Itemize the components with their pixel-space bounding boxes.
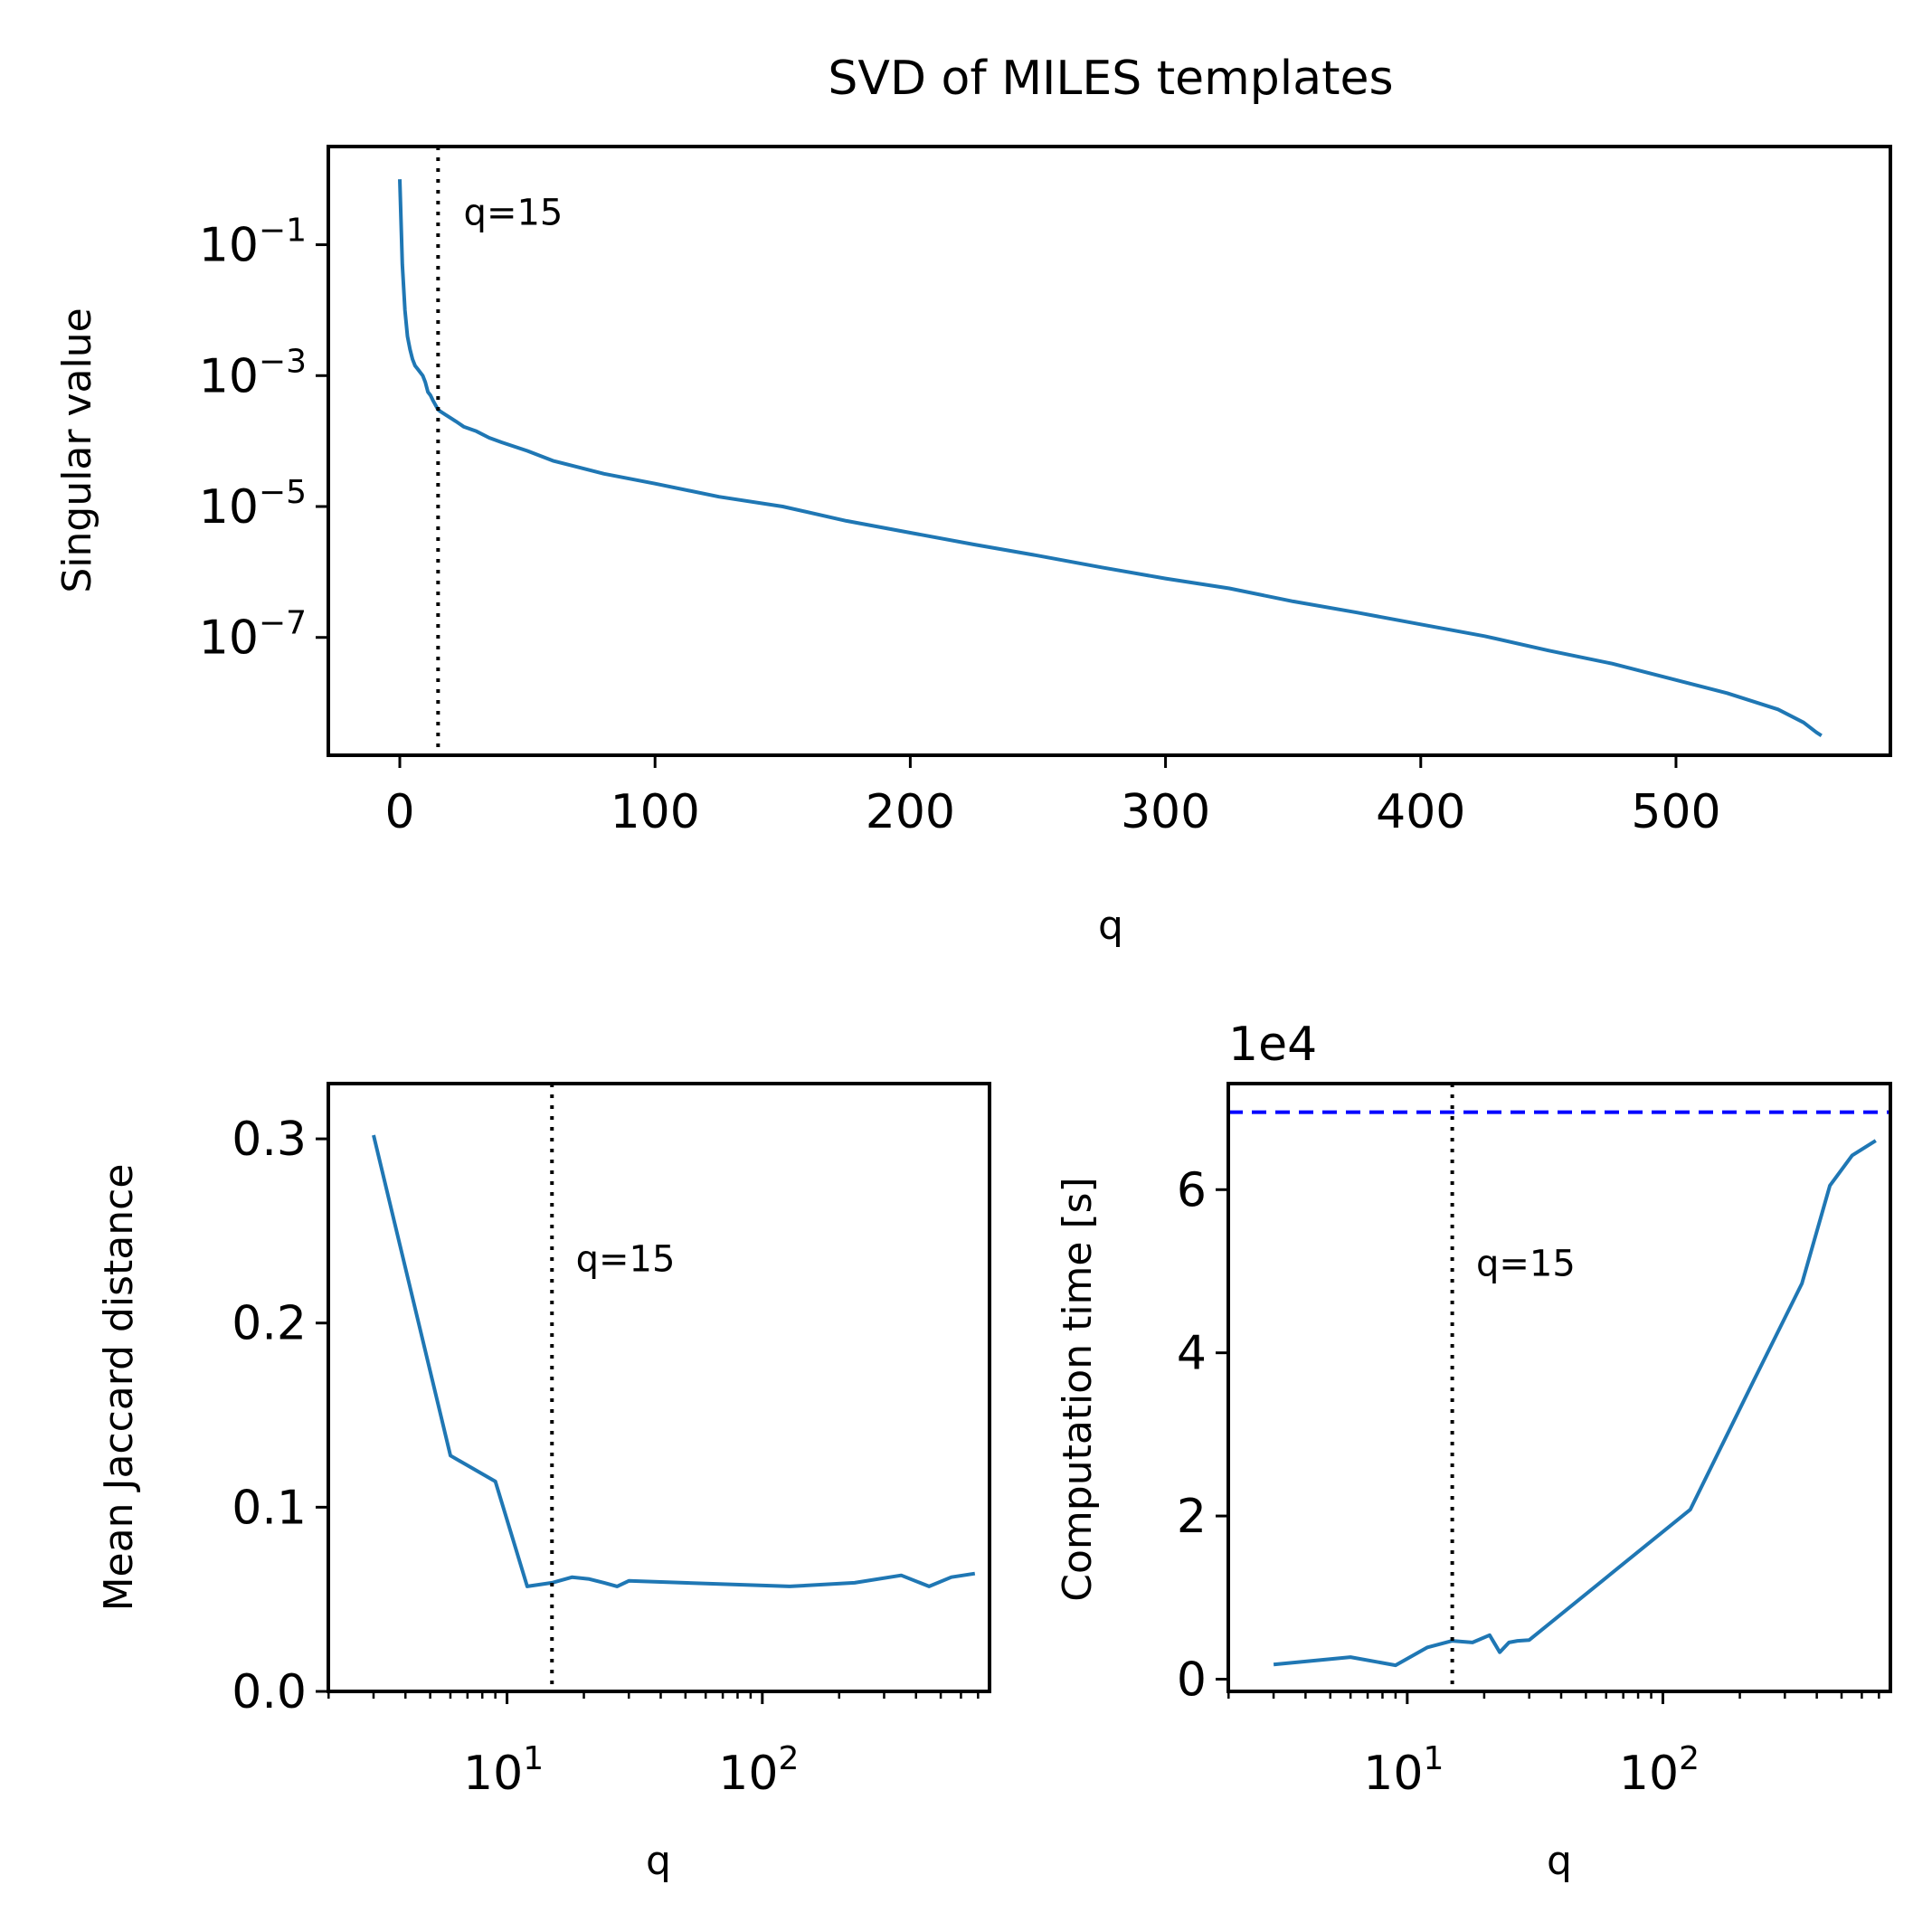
y-tick-label: 10−7 xyxy=(199,605,307,666)
y-tick-label: 4 xyxy=(1177,1327,1207,1381)
y-tick-label: 10−1 xyxy=(199,213,307,273)
x-axis-label: q xyxy=(646,1838,671,1884)
y-tick-label: 0 xyxy=(1177,1653,1207,1707)
y-offset-label: 1e4 xyxy=(1228,1018,1317,1072)
x-tick-label: 100 xyxy=(611,785,700,839)
x-tick-label: 101 xyxy=(1363,1740,1444,1801)
x-tick-label: 102 xyxy=(718,1740,799,1801)
y-tick-label: 0.2 xyxy=(232,1297,307,1351)
y-tick-label: 10−5 xyxy=(199,474,307,535)
x-tick-label: 400 xyxy=(1376,785,1465,839)
x-tick-label: 300 xyxy=(1121,785,1210,839)
time-panel: q=15 101 102 0 2 4 6 1e4 q Computation time [s] xyxy=(1055,1018,1892,1884)
x-tick-label: 102 xyxy=(1619,1740,1700,1801)
x-tick-label: 0 xyxy=(384,785,414,839)
q15-annotation: q=15 xyxy=(1476,1243,1576,1284)
y-tick-label: 6 xyxy=(1177,1163,1207,1217)
jaccard-axes-frame xyxy=(327,1082,991,1693)
q15-annotation: q=15 xyxy=(464,192,564,233)
x-tick-label: 101 xyxy=(463,1740,544,1801)
svd-axes-frame xyxy=(327,145,1892,757)
singular-value-line xyxy=(398,179,1823,737)
jaccard-line xyxy=(372,1134,976,1588)
computation-time-line xyxy=(1273,1139,1877,1668)
q15-annotation: q=15 xyxy=(576,1238,676,1280)
y-tick-label: 0.3 xyxy=(232,1113,307,1167)
y-tick-label: 2 xyxy=(1177,1490,1207,1544)
y-axis-label: Mean Jaccard distance xyxy=(96,1164,142,1612)
y-tick-label: 0.1 xyxy=(232,1481,307,1535)
jaccard-panel: q=15 101 102 0.0 0.1 0.2 0.3 q Mean Jaccard dist… xyxy=(96,1082,991,1884)
chart-title: SVD of MILES templates xyxy=(828,52,1393,106)
x-tick-label: 500 xyxy=(1631,785,1720,839)
x-tick-label: 200 xyxy=(866,785,955,839)
svd-panel: q=15 0 100 200 300 400 500 10−1 10−3 10−5 10−7 q Sin… xyxy=(54,145,1892,949)
y-axis-label: Computation time [s] xyxy=(1055,1177,1101,1601)
x-axis-label: q xyxy=(1547,1838,1572,1884)
y-tick-label: 0.0 xyxy=(232,1665,307,1719)
y-tick-label: 10−3 xyxy=(199,343,307,403)
x-axis-label: q xyxy=(1098,903,1123,949)
y-axis-label: Singular value xyxy=(54,308,100,592)
time-axes-frame xyxy=(1226,1082,1892,1693)
